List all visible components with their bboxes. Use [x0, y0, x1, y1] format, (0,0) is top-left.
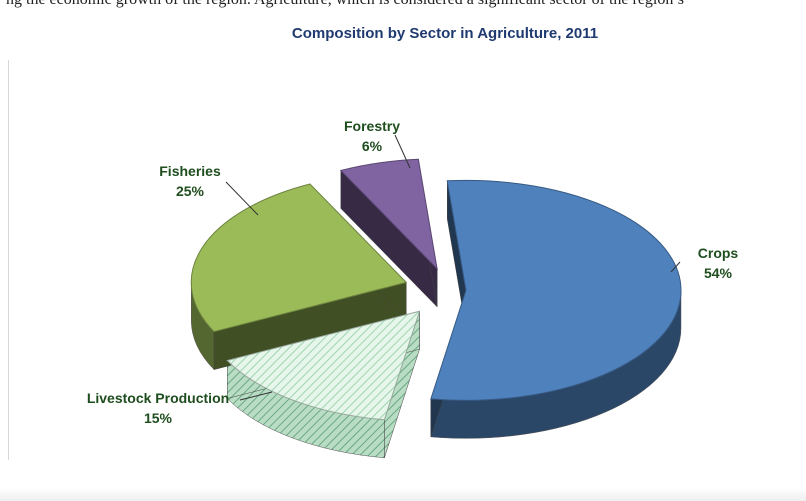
- chart-title: Composition by Sector in Agriculture, 20…: [292, 25, 598, 42]
- header-fragment: ng the economic growth of the region. Ag…: [6, 0, 684, 8]
- frame-bottom-edge: [0, 488, 806, 501]
- slice-tops: [190, 158, 682, 421]
- slice-value-fisheries: 25%: [176, 183, 205, 199]
- slice-value-crops: 54%: [704, 265, 733, 281]
- leader-lines: [225, 134, 681, 401]
- slice-name-crops: Crops: [698, 245, 739, 261]
- slice-value-forestry: 6%: [362, 138, 383, 154]
- slice-fisheries: [190, 183, 408, 333]
- frame-left-edge: [8, 60, 9, 460]
- slice-name-livestock-production: Livestock Production: [87, 390, 229, 406]
- leader-line-fisheries: [225, 181, 259, 216]
- slice-name-forestry: Forestry: [344, 118, 400, 134]
- slice-name-fisheries: Fisheries: [159, 163, 221, 179]
- cropped-header-text: ng the economic growth of the region. Ag…: [0, 0, 806, 8]
- slice-value-livestock-production: 15%: [144, 410, 173, 426]
- leader-line-crops: [670, 261, 681, 273]
- slice-labels: Crops 54% Livestock Production 15% Fisheries…: [87, 118, 739, 426]
- slice-crops: [430, 179, 682, 401]
- leader-line-forestry: [394, 134, 411, 169]
- leader-line-livestock-production: [239, 391, 273, 401]
- slice-livestock-production: [226, 310, 421, 421]
- slice-forestry: [339, 158, 438, 271]
